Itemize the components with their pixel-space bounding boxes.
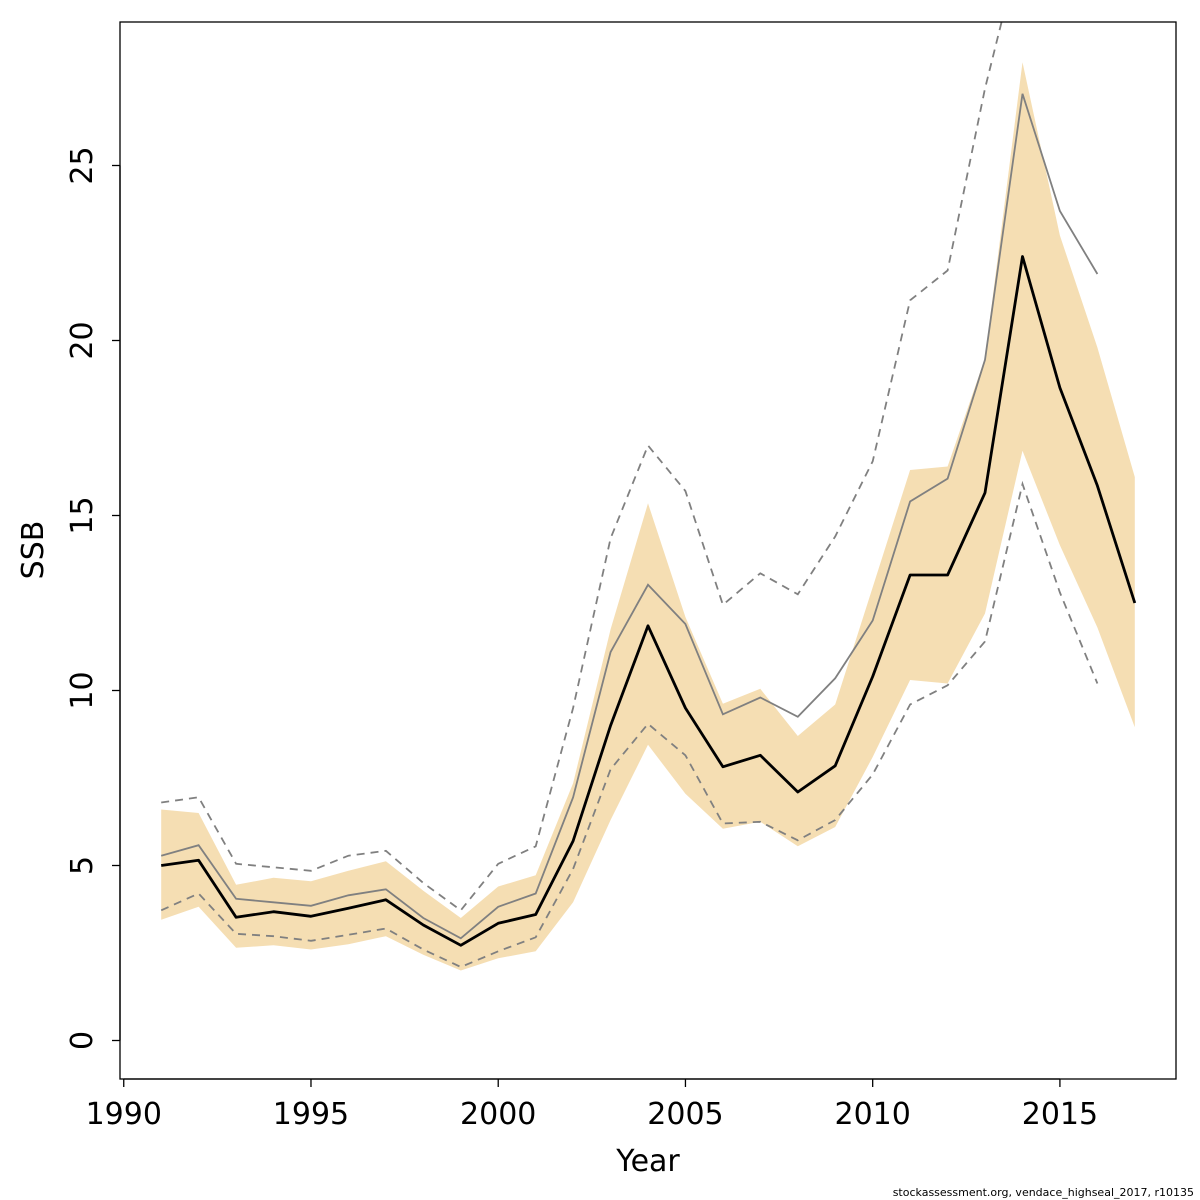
y-tick-label: 10	[65, 671, 100, 709]
x-axis: 1990 1995 2000 2005 2010 2015	[86, 1078, 1098, 1132]
y-tick-label: 15	[65, 496, 100, 534]
x-tick-label: 2005	[647, 1097, 723, 1132]
x-tick-label: 1990	[86, 1097, 162, 1132]
x-tick-label: 2010	[835, 1097, 911, 1132]
y-tick-label: 20	[65, 321, 100, 359]
previous-estimate-line	[160, 93, 1099, 940]
x-tick-label: 2015	[1022, 1097, 1098, 1132]
credit-text: stockassessment.org, vendace_highseal_20…	[893, 1186, 1194, 1199]
x-tick-label: 1995	[273, 1097, 349, 1132]
y-axis: 0 5 10 15 20 25	[65, 146, 121, 1050]
plot-area	[160, 22, 1137, 971]
y-tick-label: 0	[65, 1031, 100, 1050]
y-axis-title: SSB	[16, 521, 51, 580]
y-tick-label: 5	[65, 856, 100, 875]
y-tick-label: 25	[65, 146, 100, 184]
x-axis-title: Year	[615, 1144, 680, 1179]
current-estimate-line	[161, 255, 1137, 947]
previous-upper-line	[161, 22, 1003, 912]
confidence-band	[161, 62, 1135, 971]
x-tick-label: 2000	[460, 1097, 536, 1132]
